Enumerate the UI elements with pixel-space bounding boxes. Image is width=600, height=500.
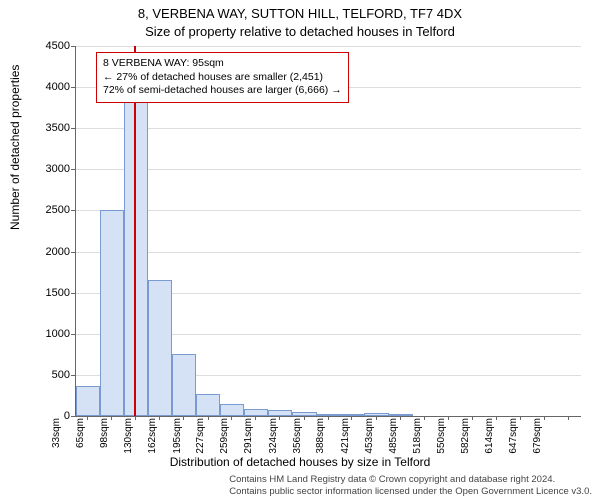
x-tick-mark: [111, 416, 112, 420]
y-tick-label: 0: [30, 410, 70, 422]
x-tick-label: 324sqm: [268, 418, 279, 458]
histogram-bar: [148, 280, 172, 416]
x-tick-mark: [183, 416, 184, 420]
y-tick-label: 4500: [30, 40, 70, 52]
y-tick-label: 3500: [30, 122, 70, 134]
y-tick-label: 1500: [30, 287, 70, 299]
y-axis-label: Number of detached properties: [8, 65, 22, 230]
y-tick-mark: [71, 416, 75, 417]
x-tick-mark: [568, 416, 569, 420]
x-tick-label: 98sqm: [99, 418, 110, 458]
y-tick-label: 1000: [30, 328, 70, 340]
x-tick-label: 130sqm: [123, 418, 134, 458]
x-tick-mark: [87, 416, 88, 420]
chart-title-line2: Size of property relative to detached ho…: [0, 24, 600, 39]
x-tick-mark: [231, 416, 232, 420]
x-tick-mark: [376, 416, 377, 420]
chart-title-line1: 8, VERBENA WAY, SUTTON HILL, TELFORD, TF…: [0, 6, 600, 21]
x-tick-mark: [424, 416, 425, 420]
y-tick-mark: [71, 210, 75, 211]
x-tick-mark: [255, 416, 256, 420]
x-tick-mark: [159, 416, 160, 420]
x-tick-label: 550sqm: [436, 418, 447, 458]
x-tick-label: 195sqm: [172, 418, 183, 458]
footer-line1: Contains HM Land Registry data © Crown c…: [229, 474, 592, 486]
y-tick-mark: [71, 252, 75, 253]
y-tick-mark: [71, 334, 75, 335]
x-tick-mark: [544, 416, 545, 420]
x-tick-label: 485sqm: [388, 418, 399, 458]
x-tick-label: 65sqm: [75, 418, 86, 458]
x-axis-label: Distribution of detached houses by size …: [0, 455, 600, 469]
x-tick-label: 647sqm: [508, 418, 519, 458]
y-tick-mark: [71, 46, 75, 47]
annotation-line1: 8 VERBENA WAY: 95sqm: [103, 57, 342, 71]
y-tick-label: 4000: [30, 81, 70, 93]
y-tick-mark: [71, 128, 75, 129]
x-tick-mark: [496, 416, 497, 420]
x-tick-label: 453sqm: [364, 418, 375, 458]
x-tick-label: 518sqm: [412, 418, 423, 458]
x-tick-mark: [351, 416, 352, 420]
histogram-bar: [220, 404, 244, 416]
annotation-line3: 72% of semi-detached houses are larger (…: [103, 84, 342, 98]
chart-container: 8, VERBENA WAY, SUTTON HILL, TELFORD, TF…: [0, 0, 600, 500]
x-tick-label: 33sqm: [51, 418, 62, 458]
y-tick-label: 500: [30, 369, 70, 381]
histogram-bar: [196, 394, 221, 416]
x-tick-label: 227sqm: [195, 418, 206, 458]
y-tick-label: 3000: [30, 163, 70, 175]
x-tick-label: 388sqm: [315, 418, 326, 458]
footer-line2: Contains public sector information licen…: [229, 486, 592, 498]
footer-attribution: Contains HM Land Registry data © Crown c…: [229, 474, 592, 498]
x-tick-mark: [304, 416, 305, 420]
y-tick-label: 2000: [30, 246, 70, 258]
y-tick-mark: [71, 169, 75, 170]
y-tick-mark: [71, 293, 75, 294]
y-tick-label: 2500: [30, 204, 70, 216]
x-tick-mark: [448, 416, 449, 420]
x-tick-label: 259sqm: [219, 418, 230, 458]
x-tick-label: 614sqm: [484, 418, 495, 458]
histogram-bar: [76, 386, 100, 416]
histogram-bar: [100, 210, 124, 416]
annotation-line2: ← 27% of detached houses are smaller (2,…: [103, 71, 342, 85]
x-tick-mark: [208, 416, 209, 420]
annotation-box: 8 VERBENA WAY: 95sqm ← 27% of detached h…: [96, 52, 349, 103]
x-tick-label: 679sqm: [532, 418, 543, 458]
x-tick-label: 356sqm: [292, 418, 303, 458]
histogram-bar: [244, 409, 268, 416]
histogram-bar: [389, 414, 413, 416]
x-tick-mark: [279, 416, 280, 420]
x-tick-label: 162sqm: [147, 418, 158, 458]
x-tick-label: 582sqm: [460, 418, 471, 458]
histogram-bar: [172, 354, 196, 416]
y-tick-mark: [71, 87, 75, 88]
x-tick-mark: [135, 416, 136, 420]
x-tick-mark: [472, 416, 473, 420]
x-tick-label: 291sqm: [243, 418, 254, 458]
x-tick-label: 421sqm: [340, 418, 351, 458]
x-tick-mark: [328, 416, 329, 420]
x-tick-mark: [520, 416, 521, 420]
x-tick-mark: [400, 416, 401, 420]
y-tick-mark: [71, 375, 75, 376]
